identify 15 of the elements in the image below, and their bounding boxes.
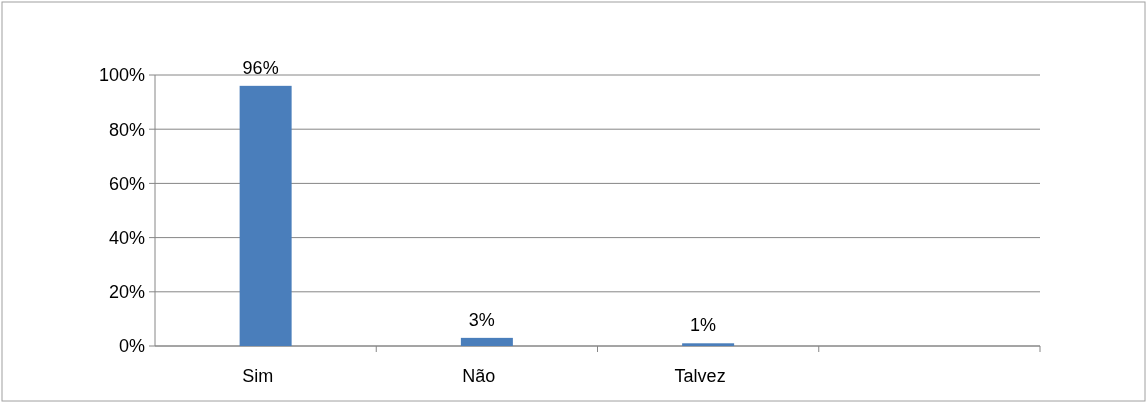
y-tick-label: 60% (108, 173, 145, 194)
x-tick-label: Talvez (674, 366, 726, 386)
data-label: 96% (242, 57, 279, 78)
x-tick-label: Sim (242, 366, 274, 386)
data-label: 1% (690, 315, 717, 336)
y-tick-label: 20% (108, 282, 145, 303)
data-label: 3% (468, 309, 495, 330)
y-tick-label: 0% (118, 336, 145, 357)
bar (682, 343, 735, 346)
y-tick-label: 100% (98, 65, 145, 86)
bar (460, 337, 513, 346)
y-tick-label: 80% (108, 119, 145, 140)
y-tick-label: 40% (108, 227, 145, 248)
bar (239, 85, 292, 346)
x-tick-label: Não (462, 366, 496, 386)
